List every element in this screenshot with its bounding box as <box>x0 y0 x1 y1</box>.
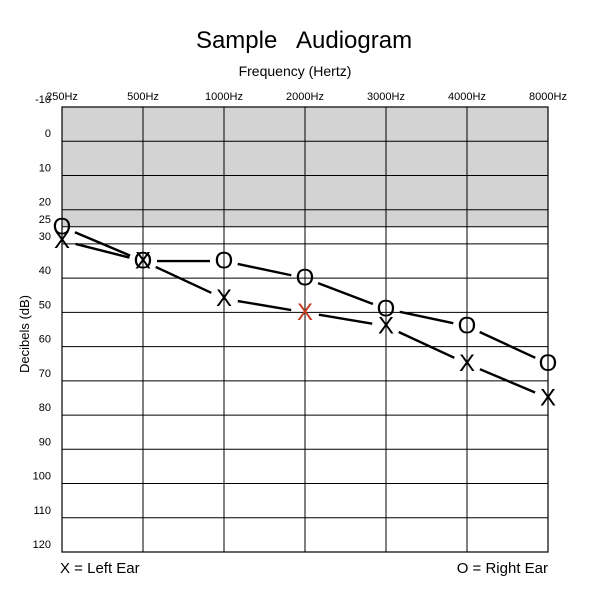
left-ear-marker: X <box>378 313 394 340</box>
chart-title: Sample Audiogram <box>196 27 412 54</box>
y-axis-title: Decibels (dB) <box>17 295 32 373</box>
y-tick-label: 50 <box>39 299 51 311</box>
left-ear-marker: X <box>297 299 313 326</box>
plot-border <box>61 106 549 553</box>
x-axis-title: Frequency (Hertz) <box>239 63 352 79</box>
series-segment-right-ear <box>479 330 536 359</box>
right-ear-marker: O <box>134 248 153 275</box>
series-segment-left-ear <box>318 313 373 325</box>
right-ear-marker: O <box>296 265 315 292</box>
left-ear-marker: X <box>540 384 556 411</box>
series-segment-right-ear <box>399 310 454 325</box>
right-ear-marker: O <box>215 248 234 275</box>
x-tick-label: 2000Hz <box>286 91 324 103</box>
series-segment-left-ear <box>398 330 455 359</box>
left-ear-marker: X <box>459 350 475 377</box>
right-ear-marker: O <box>539 350 558 377</box>
plot-area: -10 0 10 20 25 30 40 50 60 70 80 90 100 110 120 250Hz 50… <box>33 91 567 553</box>
series-segment-left-ear <box>75 242 130 259</box>
x-tick-label: 8000Hz <box>529 91 567 103</box>
right-ear-marker: O <box>458 313 477 340</box>
x-tick-label: 250Hz <box>46 91 78 103</box>
y-tick-label: 10 <box>39 162 51 174</box>
left-ear-marker: X <box>216 285 232 312</box>
x-tick-label: 500Hz <box>127 91 159 103</box>
series-segment-left-ear <box>479 368 536 394</box>
right-ear-marker: O <box>53 213 72 240</box>
y-tick-label: 40 <box>39 265 51 277</box>
y-tick-label: 70 <box>39 368 51 380</box>
series-segment-right-ear <box>237 262 292 277</box>
legend-left-ear: X = Left Ear <box>60 560 140 577</box>
series-segment-right-ear <box>74 231 131 257</box>
y-tick-label: 20 <box>39 197 51 209</box>
y-tick-label: 0 <box>45 128 51 140</box>
right-ear-marker: O <box>377 295 396 322</box>
y-tick-label: 30 <box>39 231 51 243</box>
x-tick-label: 4000Hz <box>448 91 486 103</box>
series-segment-right-ear <box>317 282 374 306</box>
y-tick-label: 60 <box>39 334 51 346</box>
y-tick-label: 120 <box>33 539 51 551</box>
y-tick-label: 110 <box>33 505 51 517</box>
y-tick-label: 90 <box>39 436 51 448</box>
y-tick-label: -10 <box>35 94 51 106</box>
left-ear-marker: X <box>135 248 151 275</box>
y-tick-label: 80 <box>39 402 51 414</box>
x-tick-label: 1000Hz <box>205 91 243 103</box>
legend-right-ear: O = Right Ear <box>457 560 548 577</box>
left-ear-marker: X <box>54 227 70 254</box>
x-tick-label: 3000Hz <box>367 91 405 103</box>
series-segment-left-ear <box>237 299 292 312</box>
series-segment-left-ear <box>155 265 212 294</box>
y-tick-label: 100 <box>33 471 51 483</box>
y-tick-label: 25 <box>39 214 51 226</box>
